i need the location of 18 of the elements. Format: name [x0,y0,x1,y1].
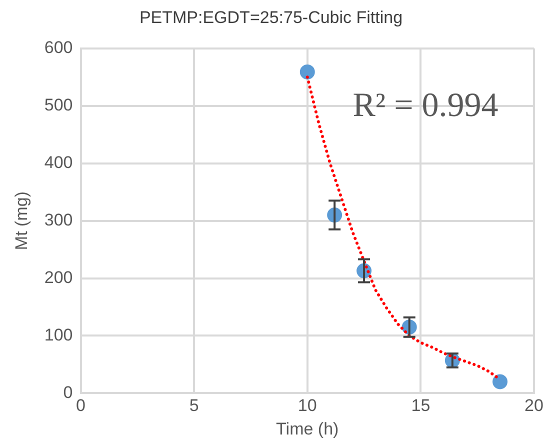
x-tick-label: 15 [411,396,430,416]
annotation: R² = 0.994 [352,86,498,124]
y-tick-label: 300 [44,210,73,230]
y-tick-label: 200 [44,268,73,287]
y-tick-label: 600 [44,38,73,58]
x-tick-label: 5 [189,396,199,416]
x-tick-label: 0 [76,396,86,416]
y-axis-title: Mt (mg) [12,192,31,250]
point [492,374,508,390]
chart-title: PETMP:EGDT=25:75-Cubic Fitting [139,8,403,27]
y-tick-label: 0 [63,382,73,402]
x-axis-title: Time (h) [276,419,339,438]
y-tick-label: 500 [44,96,73,115]
x-tick-label: 20 [524,396,544,416]
y-tick-label: 400 [44,153,73,172]
point [300,64,315,80]
x-tick-label: 10 [298,396,317,416]
y-tick-label: 100 [44,325,73,344]
